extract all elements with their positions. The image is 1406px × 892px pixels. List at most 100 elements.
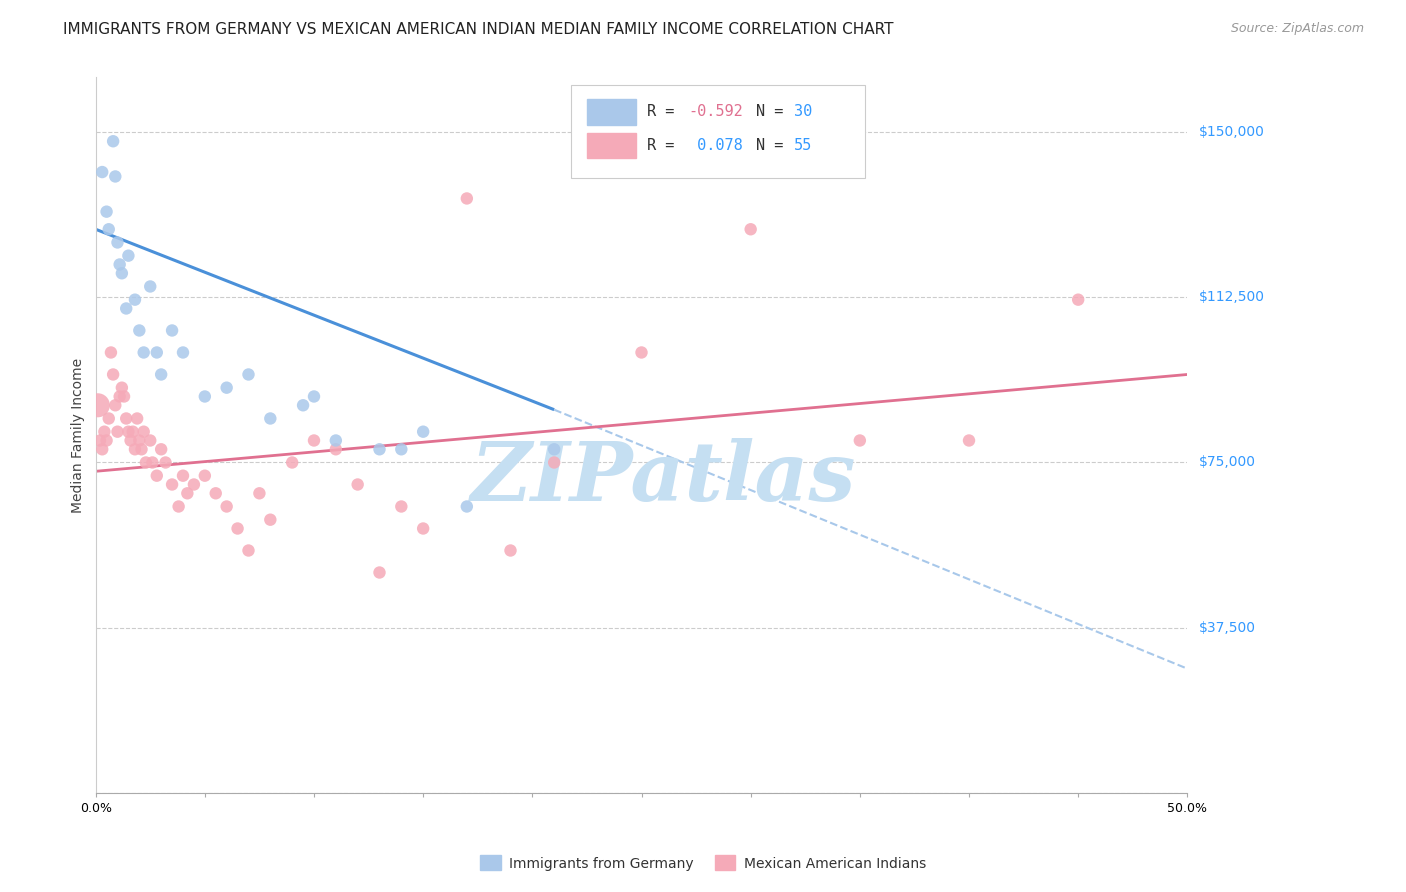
Point xyxy=(132,345,155,359)
Point xyxy=(91,165,114,179)
Text: R =: R = xyxy=(647,138,683,153)
Point xyxy=(132,425,155,439)
Point xyxy=(111,266,134,280)
Text: N =: N = xyxy=(756,138,793,153)
Point xyxy=(183,477,205,491)
Text: $150,000: $150,000 xyxy=(1198,126,1264,139)
Point xyxy=(101,368,124,382)
Point xyxy=(111,381,134,395)
Text: $37,500: $37,500 xyxy=(1198,621,1256,634)
Point xyxy=(104,169,127,184)
Point xyxy=(146,468,169,483)
Point xyxy=(543,455,565,469)
Point xyxy=(368,566,391,580)
Point xyxy=(215,381,238,395)
Point xyxy=(87,398,110,412)
Point xyxy=(1067,293,1090,307)
Point xyxy=(104,398,127,412)
Text: 0.078: 0.078 xyxy=(689,138,744,153)
Point xyxy=(107,425,129,439)
Point xyxy=(150,442,173,457)
Point xyxy=(176,486,198,500)
Point xyxy=(325,442,347,457)
Point xyxy=(238,543,260,558)
Legend: Immigrants from Germany, Mexican American Indians: Immigrants from Germany, Mexican America… xyxy=(474,850,932,876)
Point xyxy=(108,257,131,271)
Point xyxy=(97,411,120,425)
Point xyxy=(543,442,565,457)
Text: IMMIGRANTS FROM GERMANY VS MEXICAN AMERICAN INDIAN MEDIAN FAMILY INCOME CORRELAT: IMMIGRANTS FROM GERMANY VS MEXICAN AMERI… xyxy=(63,22,894,37)
Text: $112,500: $112,500 xyxy=(1198,291,1264,304)
Point xyxy=(456,191,478,205)
Point xyxy=(108,389,131,403)
Point xyxy=(112,389,135,403)
Y-axis label: Median Family Income: Median Family Income xyxy=(72,358,86,513)
Point xyxy=(412,425,434,439)
Point xyxy=(226,521,249,535)
Point xyxy=(249,486,271,500)
Point xyxy=(141,455,163,469)
Point xyxy=(630,345,652,359)
Point xyxy=(135,455,157,469)
Point xyxy=(100,345,122,359)
Point xyxy=(167,500,190,514)
Point xyxy=(115,411,138,425)
Point xyxy=(456,500,478,514)
Point xyxy=(281,455,304,469)
Point xyxy=(117,249,139,263)
Text: ZIPatlas: ZIPatlas xyxy=(471,438,856,518)
Point xyxy=(325,434,347,448)
Point xyxy=(131,442,153,457)
Point xyxy=(96,204,118,219)
Point xyxy=(194,468,217,483)
Point xyxy=(957,434,980,448)
Point xyxy=(412,521,434,535)
Point xyxy=(172,468,194,483)
Point xyxy=(127,411,149,425)
FancyBboxPatch shape xyxy=(586,99,636,125)
Point xyxy=(172,345,194,359)
Point xyxy=(292,398,315,412)
Point xyxy=(368,442,391,457)
Point xyxy=(121,425,143,439)
Point xyxy=(115,301,138,316)
Point xyxy=(215,500,238,514)
Text: R =: R = xyxy=(647,104,683,120)
Point xyxy=(238,368,260,382)
Point xyxy=(124,293,146,307)
Point xyxy=(155,455,177,469)
Point xyxy=(259,513,281,527)
Point xyxy=(194,389,217,403)
Point xyxy=(128,323,150,337)
Point xyxy=(117,425,139,439)
Point xyxy=(107,235,129,250)
Text: Source: ZipAtlas.com: Source: ZipAtlas.com xyxy=(1230,22,1364,36)
Point xyxy=(302,389,325,403)
Point xyxy=(139,279,162,293)
Point xyxy=(389,500,412,514)
Point xyxy=(204,486,226,500)
Point xyxy=(124,442,146,457)
Point xyxy=(740,222,762,236)
Text: 30: 30 xyxy=(794,104,813,120)
Text: -0.592: -0.592 xyxy=(689,104,744,120)
Point xyxy=(146,345,169,359)
FancyBboxPatch shape xyxy=(586,133,636,158)
Point xyxy=(346,477,368,491)
Point xyxy=(93,425,115,439)
Point xyxy=(101,134,124,148)
Point xyxy=(389,442,412,457)
Point xyxy=(91,442,114,457)
Point xyxy=(160,323,183,337)
Point xyxy=(259,411,281,425)
Text: $75,000: $75,000 xyxy=(1198,456,1256,469)
Point xyxy=(97,222,120,236)
Point xyxy=(139,434,162,448)
Point xyxy=(89,434,111,448)
Text: 55: 55 xyxy=(794,138,813,153)
FancyBboxPatch shape xyxy=(571,85,865,178)
Point xyxy=(150,368,173,382)
Point xyxy=(160,477,183,491)
Point xyxy=(499,543,522,558)
Text: N =: N = xyxy=(756,104,793,120)
